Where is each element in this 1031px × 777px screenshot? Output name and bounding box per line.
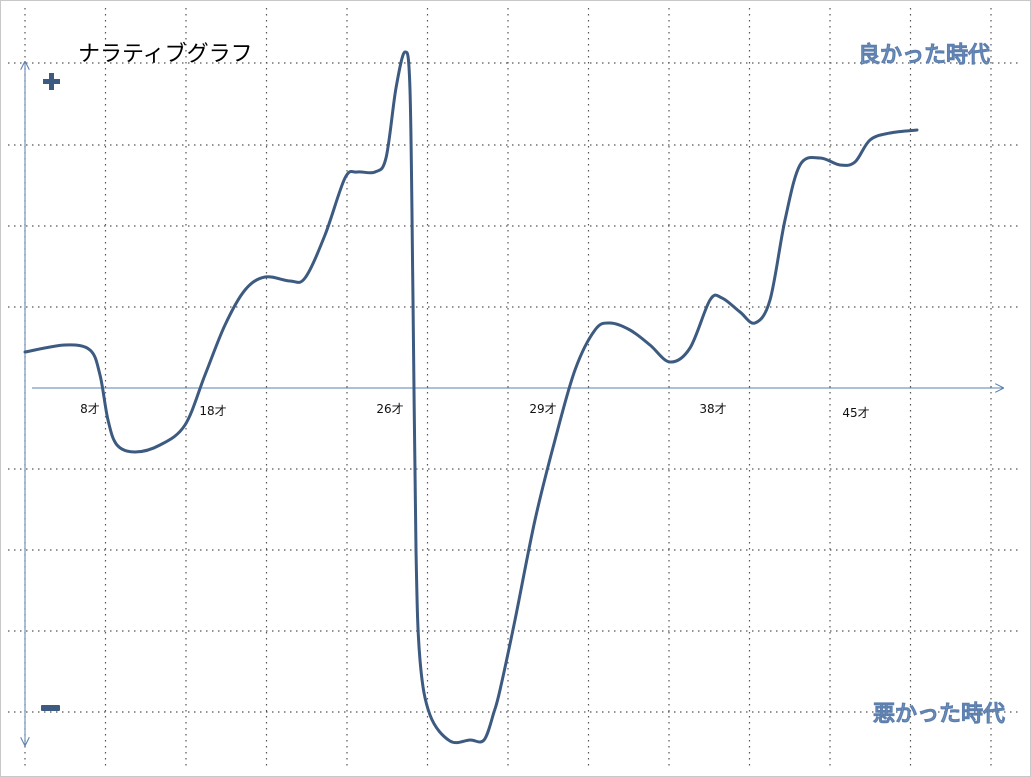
minus-icon [41, 705, 60, 711]
age-label: 26才 [376, 402, 403, 416]
age-label: 18才 [199, 404, 226, 418]
bottom-label: 悪かった時代 [873, 702, 1005, 727]
age-labels: 8才 18才 26才 29才 38才 45才 [80, 402, 869, 420]
life-curve [23, 50, 919, 745]
plus-icon [43, 73, 60, 90]
top-label: 良かった時代 [858, 42, 990, 68]
title: ナラティブグラフ [78, 42, 253, 67]
age-label: 29才 [529, 402, 556, 416]
age-label: 45才 [842, 406, 869, 420]
age-label: 8才 [80, 402, 100, 416]
age-label: 38才 [699, 402, 726, 416]
